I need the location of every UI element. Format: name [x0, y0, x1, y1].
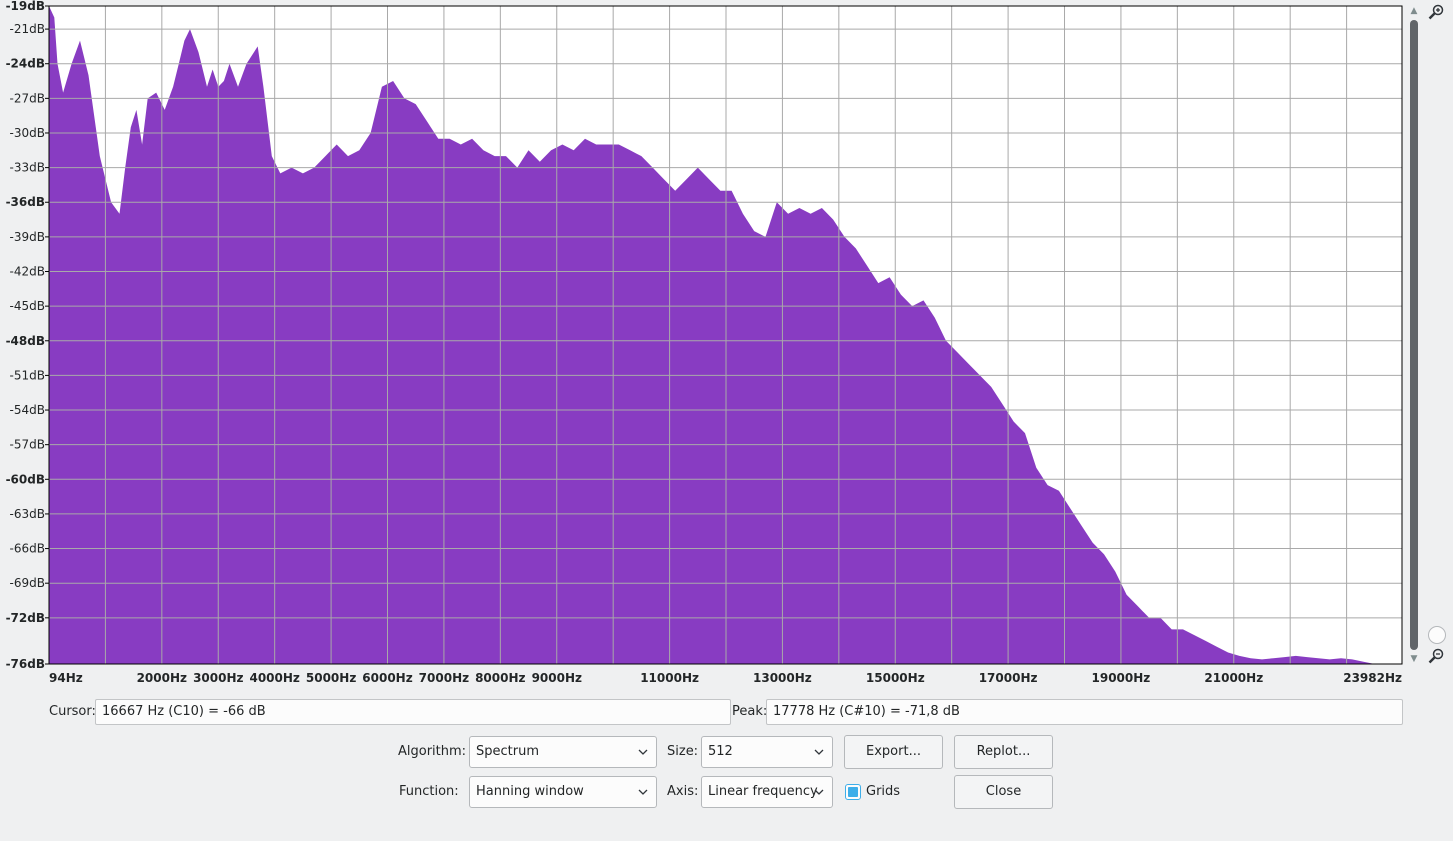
x-tick-label: 11000Hz: [640, 671, 699, 685]
x-tick-label: 9000Hz: [532, 671, 582, 685]
size-label: Size:: [667, 744, 699, 759]
chevron-down-icon: [814, 749, 824, 755]
chevron-down-icon: [638, 749, 648, 755]
chevron-down-icon: [814, 789, 824, 795]
peak-value-field[interactable]: 17778 Hz (C#10) = -71,8 dB: [766, 699, 1403, 725]
y-tick-label: -48dB: [6, 334, 45, 348]
scroll-down-arrow[interactable]: ▼: [1410, 654, 1418, 664]
y-tick-label: -42dB: [10, 265, 45, 279]
algorithm-select[interactable]: Spectrum: [469, 736, 657, 768]
zoom-slider-handle[interactable]: [1428, 626, 1446, 644]
y-tick-label: -69dB: [10, 576, 45, 590]
y-tick-label: -63dB: [10, 507, 45, 521]
x-tick-label: 94Hz: [49, 671, 83, 685]
x-tick-label: 17000Hz: [979, 671, 1038, 685]
function-select[interactable]: Hanning window: [469, 776, 657, 808]
x-tick-label: 21000Hz: [1204, 671, 1263, 685]
x-tick-label: 7000Hz: [419, 671, 469, 685]
y-tick-label: -39dB: [10, 230, 45, 244]
zoom-in-icon[interactable]: [1428, 4, 1444, 20]
y-tick-label: -24dB: [6, 57, 45, 71]
y-tick-label: -51dB: [10, 368, 45, 382]
chevron-down-icon: [638, 789, 648, 795]
export-button[interactable]: Export...: [844, 735, 943, 769]
zoom-slider-track[interactable]: [1435, 22, 1436, 626]
grids-checkbox-check: [848, 787, 858, 797]
axis-select-value: Linear frequency: [708, 784, 818, 799]
plot-border: [48, 5, 1403, 665]
y-tick-label: -60dB: [6, 472, 45, 486]
size-select[interactable]: 512: [701, 736, 833, 768]
y-tick-label: -66dB: [10, 542, 45, 556]
y-tick-label: -30dB: [10, 126, 45, 140]
y-tick-label: -19dB: [6, 0, 45, 13]
x-tick-label: 13000Hz: [753, 671, 812, 685]
y-tick-label: -36dB: [6, 195, 45, 209]
scroll-up-arrow[interactable]: ▲: [1410, 6, 1418, 16]
y-tick-label: -57dB: [10, 438, 45, 452]
y-tick-label: -76dB: [6, 657, 45, 671]
function-select-value: Hanning window: [476, 784, 584, 799]
peak-label: Peak:: [732, 704, 768, 719]
vertical-scrollbar[interactable]: ▲ ▼: [1406, 6, 1422, 664]
x-tick-label: 15000Hz: [866, 671, 925, 685]
zoom-out-icon[interactable]: [1428, 648, 1444, 664]
spectrum-chart[interactable]: -19dB -21dB -24dB -27dB -30dB -33dB -36dB -39dB…: [0, 0, 1406, 690]
x-tick-label: 6000Hz: [362, 671, 412, 685]
y-tick-label: -45dB: [10, 299, 45, 313]
y-tick-label: -33dB: [10, 161, 45, 175]
y-tick-label: -54dB: [10, 403, 45, 417]
close-button[interactable]: Close: [954, 775, 1053, 809]
y-tick-label: -21dB: [10, 22, 45, 36]
axis-label: Axis:: [667, 784, 699, 799]
x-tick-label: 2000Hz: [137, 671, 187, 685]
grids-label[interactable]: Grids: [866, 784, 901, 799]
scrollbar-thumb[interactable]: [1410, 20, 1418, 650]
grids-checkbox[interactable]: [845, 784, 861, 800]
size-select-value: 512: [708, 744, 733, 759]
x-tick-label: 5000Hz: [306, 671, 356, 685]
spectrum-plot-area[interactable]: -19dB -21dB -24dB -27dB -30dB -33dB -36dB -39dB…: [0, 0, 1453, 690]
x-tick-label: 19000Hz: [1092, 671, 1151, 685]
axis-select[interactable]: Linear frequency: [701, 776, 833, 808]
algorithm-label: Algorithm:: [398, 744, 467, 759]
x-tick-label: 4000Hz: [249, 671, 299, 685]
replot-button[interactable]: Replot...: [954, 735, 1053, 769]
algorithm-select-value: Spectrum: [476, 744, 539, 759]
cursor-label: Cursor:: [49, 704, 96, 719]
cursor-value-field[interactable]: 16667 Hz (C10) = -66 dB: [95, 699, 731, 725]
x-tick-label: 23982Hz: [1343, 671, 1402, 685]
function-label: Function:: [399, 784, 459, 799]
x-tick-label: 3000Hz: [193, 671, 243, 685]
y-tick-label: -27dB: [10, 91, 45, 105]
x-tick-label: 8000Hz: [475, 671, 525, 685]
y-tick-label: -72dB: [6, 611, 45, 625]
